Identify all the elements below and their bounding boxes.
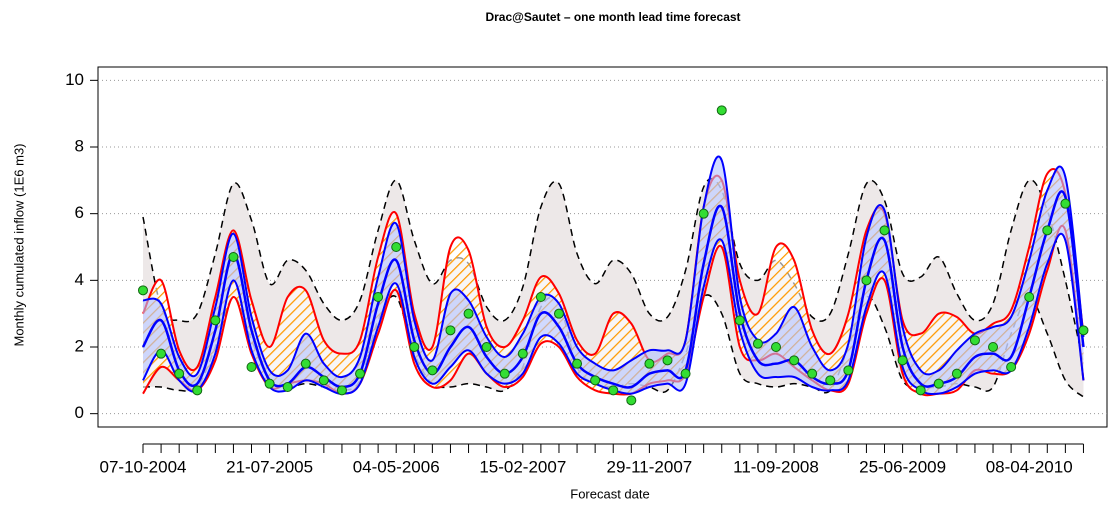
data-point (662, 355, 673, 366)
band-edge (142, 232, 1085, 396)
y-tick-label: 2 (75, 336, 84, 355)
data-point (192, 385, 203, 396)
data-point (264, 378, 275, 389)
y-tick-label: 6 (75, 203, 84, 222)
data-point (969, 335, 980, 346)
data-point (915, 385, 926, 396)
data-point (355, 368, 366, 379)
data-point (427, 365, 438, 376)
data-point (445, 325, 456, 336)
data-point (391, 242, 402, 252)
data-point (336, 385, 347, 396)
band-edge (142, 178, 1085, 364)
data-point (988, 342, 999, 352)
chart-title: Drac@Sautet – one month lead time foreca… (485, 10, 740, 24)
data-point (228, 252, 239, 262)
data-point (789, 355, 800, 366)
data-point (535, 292, 546, 302)
data-point (1024, 292, 1035, 302)
data-point (716, 105, 727, 116)
band-area (143, 168, 1084, 396)
y-axis-label: Monthly cumulated inflow (1E6 m3) (11, 143, 26, 346)
x-tick-label: 11-09-2008 (733, 457, 819, 476)
data-point (879, 225, 890, 236)
data-point (318, 375, 329, 386)
x-tick-label: 04-05-2006 (353, 457, 440, 476)
x-tick-label: 29-11-2007 (607, 457, 693, 476)
data-point (300, 358, 311, 369)
data-point (825, 375, 836, 386)
data-point (951, 368, 962, 379)
data-point (752, 338, 763, 349)
data-point (1060, 198, 1071, 209)
data-point (680, 368, 691, 379)
band-edge (142, 155, 1085, 379)
y-tick-label: 4 (75, 270, 84, 289)
series-line (141, 190, 1085, 389)
data-point (933, 378, 944, 389)
x-tick-label: 21-07-2005 (226, 457, 313, 476)
x-axis-label: Forecast date (570, 486, 650, 501)
data-point (174, 368, 185, 379)
y-tick-label: 8 (75, 136, 84, 155)
x-tick-label: 15-02-2007 (479, 457, 566, 476)
data-point (861, 275, 872, 286)
data-point (572, 358, 583, 369)
x-tick-label: 25-06-2009 (859, 457, 946, 476)
data-point (373, 292, 384, 302)
x-tick-label: 07-10-2004 (100, 457, 187, 476)
data-point (210, 315, 221, 326)
data-point (644, 358, 655, 369)
data-point (771, 342, 781, 352)
data-point (463, 308, 474, 319)
data-point (698, 208, 709, 219)
data-point (282, 382, 293, 392)
band-edge (142, 294, 1084, 398)
data-point (608, 385, 619, 396)
data-point (499, 368, 510, 379)
data-point (843, 365, 854, 376)
data-point (246, 362, 257, 372)
x-tick-label: 08-04-2010 (986, 457, 1073, 476)
data-point (807, 368, 818, 379)
data-point (1006, 362, 1017, 372)
y-tick-label: 0 (75, 403, 84, 422)
data-point (481, 342, 492, 352)
data-point (1078, 325, 1089, 336)
data-point (409, 342, 420, 352)
y-tick-label: 10 (65, 70, 84, 89)
data-point (1042, 225, 1053, 236)
data-point (517, 348, 528, 359)
data-point (138, 285, 148, 296)
data-point (553, 308, 564, 319)
data-point (156, 348, 167, 359)
data-point (590, 375, 601, 386)
band-edge (142, 168, 1085, 372)
data-point (897, 355, 908, 366)
data-point (626, 395, 637, 406)
data-point (734, 315, 745, 326)
